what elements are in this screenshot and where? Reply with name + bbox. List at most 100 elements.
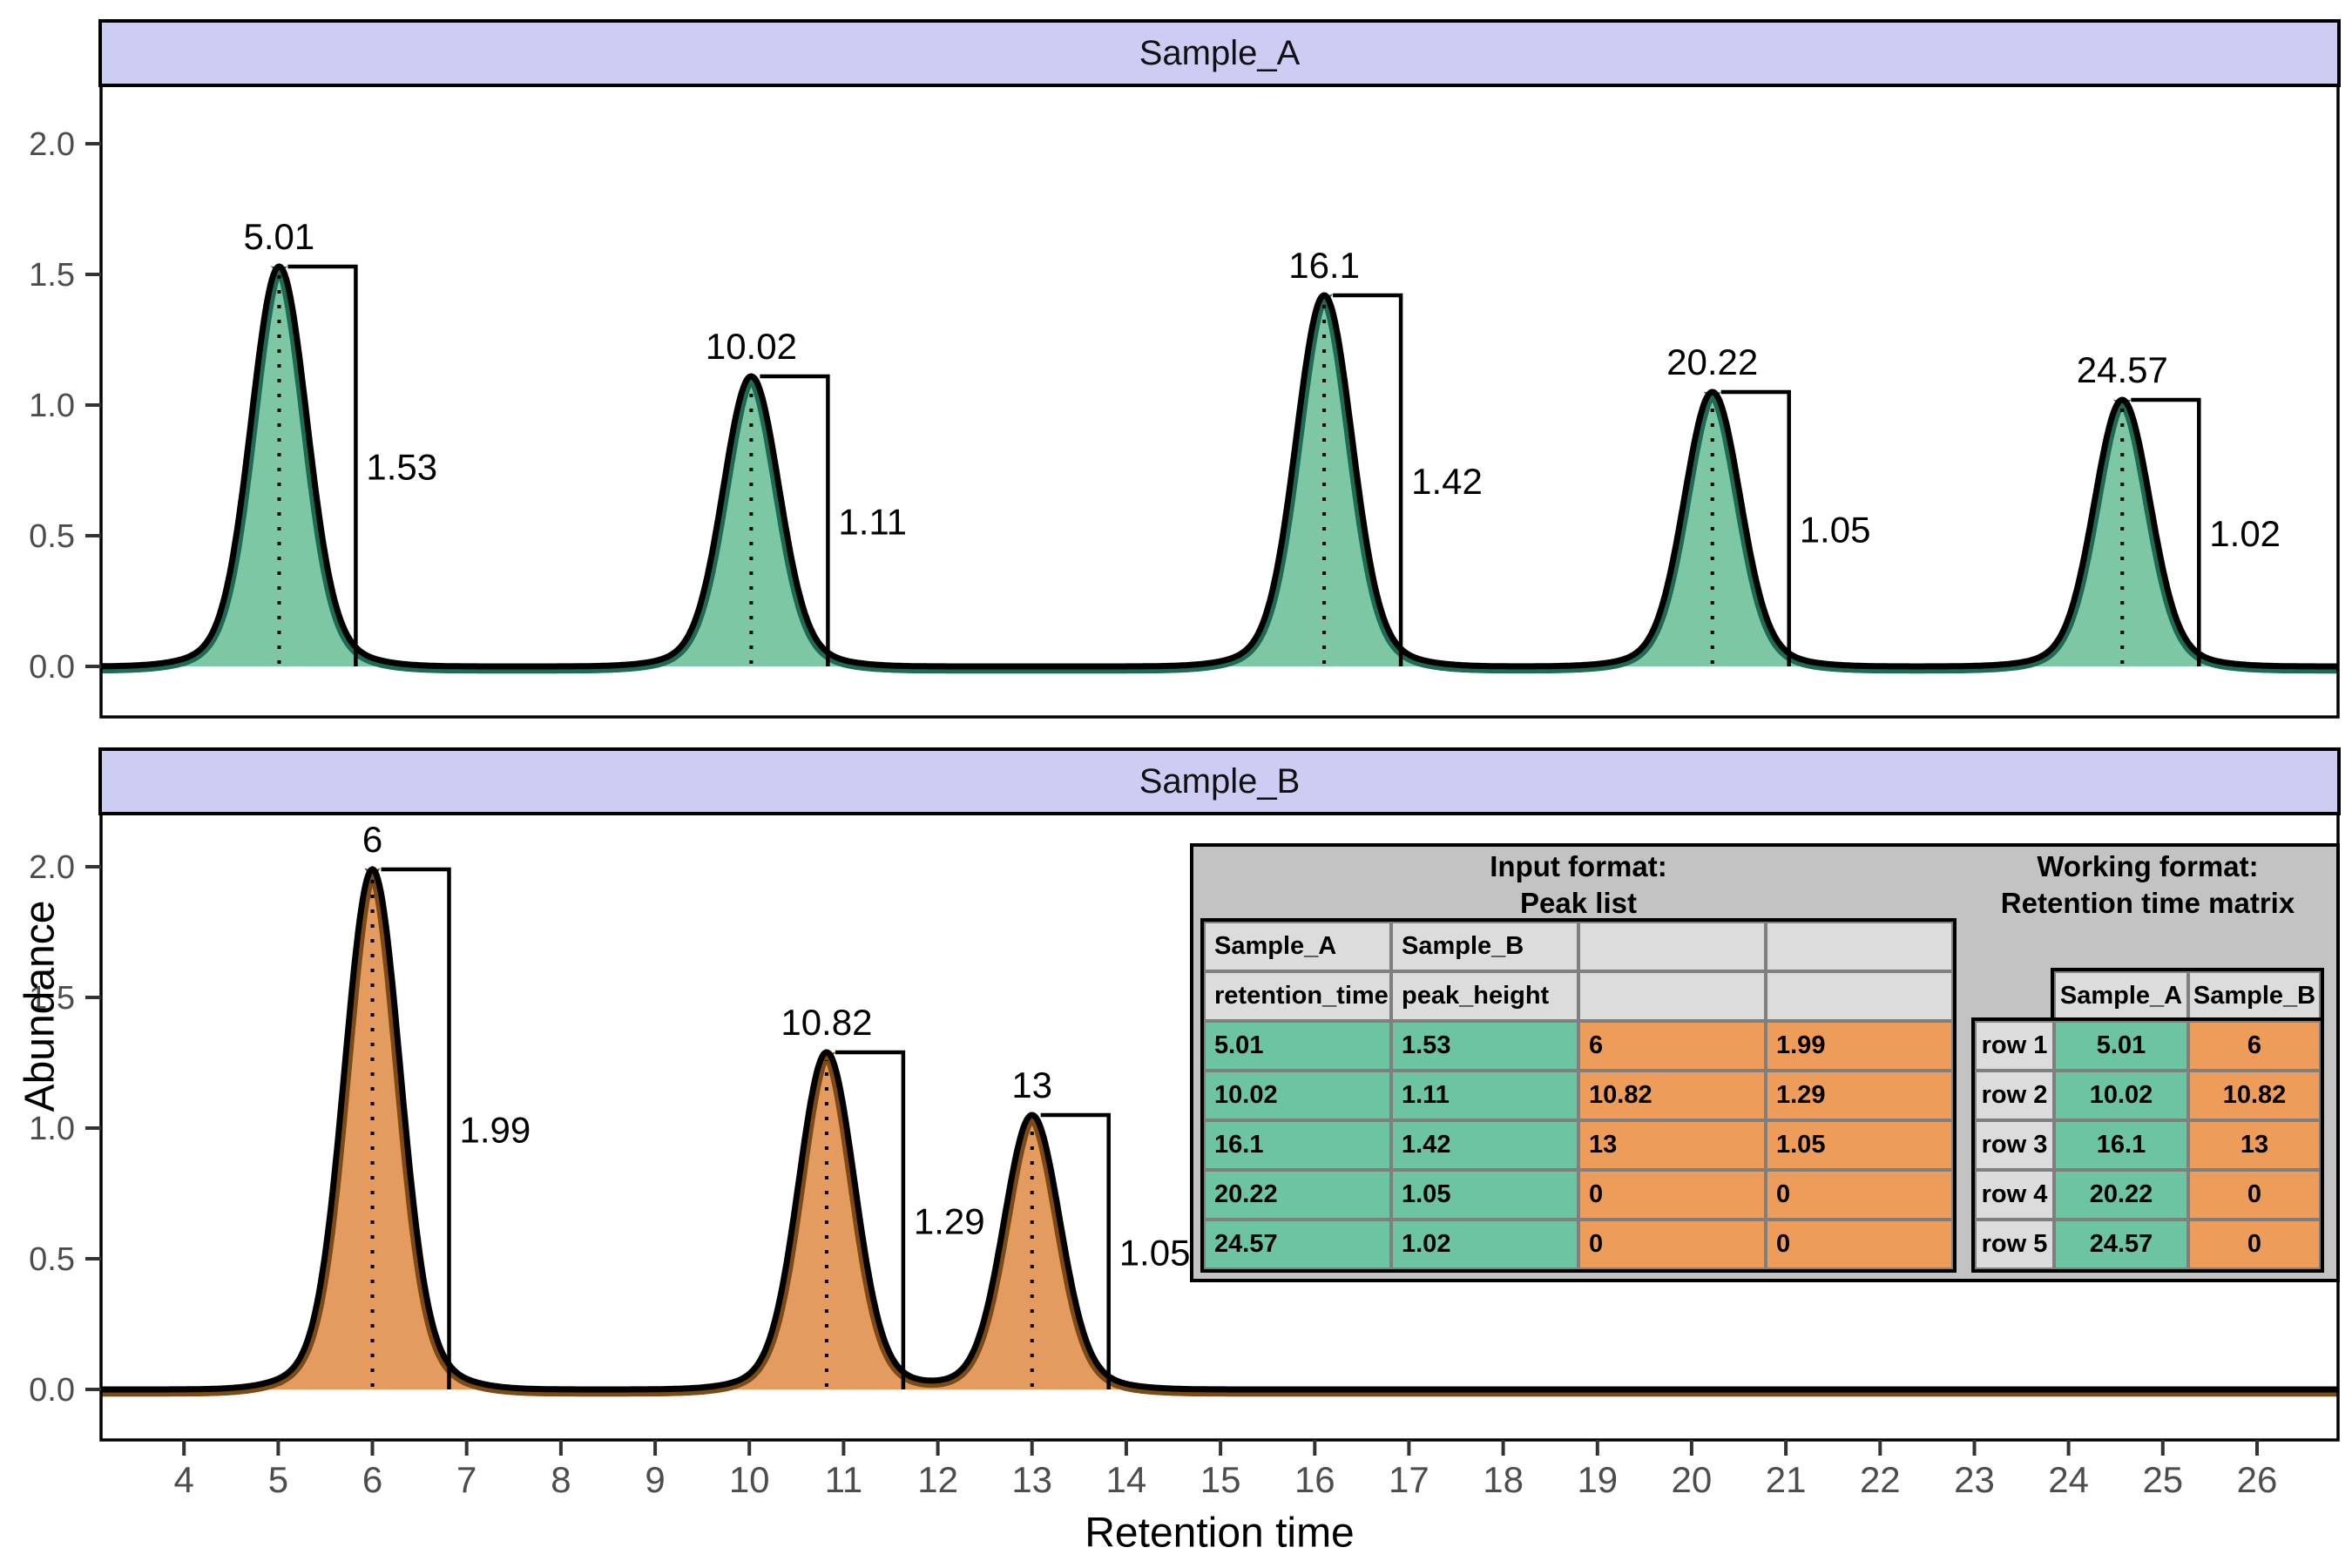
peak-area <box>101 267 2337 666</box>
retention-matrix-data-cell: 0 <box>2188 1170 2321 1220</box>
peak-height-bracket <box>1040 1112 1111 1389</box>
peak-rt-label: 6 <box>362 819 382 860</box>
peak-rt-label: 16.1 <box>1288 245 1360 286</box>
panel-background <box>101 85 2338 717</box>
peak-list-data-cell: 6 <box>1578 1021 1766 1071</box>
x-tick-label: 4 <box>174 1459 194 1500</box>
retention-matrix-data-cell: 24.57 <box>2054 1220 2188 1269</box>
peak-list-header-cell: retention_time <box>1204 971 1391 1021</box>
peak-list-data-cell: 1.99 <box>1766 1021 1953 1071</box>
y-tick-label: 2.0 <box>29 849 75 886</box>
peak-list-data-cell: 20.22 <box>1204 1170 1391 1220</box>
x-tick-label: 16 <box>1294 1459 1335 1500</box>
x-tick-label: 6 <box>362 1459 382 1500</box>
peak-height-bracket <box>1720 389 1791 666</box>
retention-matrix-data-cell: 13 <box>2188 1120 2321 1170</box>
x-tick-label: 7 <box>456 1459 476 1500</box>
peak-list-data-cell: 16.1 <box>1204 1120 1391 1170</box>
peak-list-data-cell: 0 <box>1766 1220 1953 1269</box>
peak-height-bracket <box>2131 397 2201 666</box>
x-tick-label: 19 <box>1577 1459 1618 1500</box>
facet-strip-label: Sample_B <box>1139 761 1301 801</box>
peak-list-data-cell: 1.05 <box>1391 1170 1578 1220</box>
peak-list-data-cell: 1.53 <box>1391 1021 1578 1071</box>
peak-height-label: 1.02 <box>2209 513 2281 554</box>
y-axis-title: Abundance <box>17 900 64 1112</box>
x-tick-label: 23 <box>1954 1459 1995 1500</box>
peak-list-data-cell: 13 <box>1578 1120 1766 1170</box>
peak-list-title: Input format: Peak list <box>1200 848 1957 922</box>
retention-matrix-row-label: row 3 <box>1975 1120 2054 1170</box>
retention-matrix-data-cell: 20.22 <box>2054 1170 2188 1220</box>
peak-inner-edge <box>101 868 2337 1397</box>
chromatogram-trace <box>101 866 2337 1393</box>
retention-matrix-data-cell: 10.82 <box>2188 1071 2321 1120</box>
retention-matrix-header-cell: Sample_B <box>2188 971 2321 1021</box>
x-tick-label: 5 <box>268 1459 288 1500</box>
peak-list-data-cell: 10.82 <box>1578 1071 1766 1120</box>
y-tick-label: 0.0 <box>29 1372 75 1409</box>
x-tick-label: 12 <box>917 1459 958 1500</box>
y-tick-label: 0.0 <box>29 649 75 686</box>
retention-matrix-title-line1: Working format: <box>2037 850 2259 882</box>
facet-strip-sample-b: Sample_B <box>98 747 2341 815</box>
retention-matrix-row-label: row 5 <box>1975 1220 2054 1269</box>
retention-matrix-data-cell: 10.02 <box>2054 1071 2188 1120</box>
y-tick-label: 1.5 <box>29 257 75 294</box>
peak-list-data-cell: 1.42 <box>1391 1120 1578 1170</box>
x-tick-label: 20 <box>1672 1459 1713 1500</box>
peak-height-label: 1.05 <box>1800 510 1871 551</box>
peak-list-data-cell: 0 <box>1578 1220 1766 1269</box>
peak-list-data-cell: 1.02 <box>1391 1220 1578 1269</box>
peak-list-data-cell: 24.57 <box>1204 1220 1391 1269</box>
x-tick-label: 8 <box>551 1459 571 1500</box>
peak-list-data-cell: 1.29 <box>1766 1071 1953 1120</box>
x-tick-label: 15 <box>1200 1459 1241 1500</box>
x-tick-label: 14 <box>1106 1459 1147 1500</box>
peak-list-data-cell: 5.01 <box>1204 1021 1391 1071</box>
y-tick-label: 2.0 <box>29 126 75 163</box>
x-tick-label: 22 <box>1860 1459 1901 1500</box>
x-tick-label: 17 <box>1389 1459 1429 1500</box>
x-tick-label: 10 <box>729 1459 770 1500</box>
y-tick-label: 1.0 <box>29 388 75 424</box>
peak-list-table: Sample_A Sample_B retention_time peak_heigh… <box>1200 918 1957 1273</box>
retention-matrix-body: row 1 5.01 6 row 2 10.02 10.82 row 3 16.1 13 row … <box>1971 1017 2324 1273</box>
peak-height-bracket <box>835 1050 906 1389</box>
chromatogram-trace <box>101 263 2337 670</box>
y-tick-label: 0.5 <box>29 518 75 555</box>
retention-matrix-data-cell: 0 <box>2188 1220 2321 1269</box>
peak-list-data-cell: 0 <box>1766 1170 1953 1220</box>
retention-matrix-row-label: row 2 <box>1975 1071 2054 1120</box>
x-axis-title: Retention time <box>1085 1510 1355 1557</box>
peak-list-header-cell <box>1578 922 1766 971</box>
peak-height-label: 1.53 <box>366 447 437 488</box>
retention-matrix-header-cell: Sample_A <box>2054 971 2188 1021</box>
peak-height-label: 1.05 <box>1119 1233 1191 1274</box>
retention-matrix-header: Sample_A Sample_B <box>2051 968 2324 1024</box>
peak-list-title-line1: Input format: <box>1490 850 1667 882</box>
retention-matrix-title: Working format: Retention time matrix <box>1971 848 2324 922</box>
retention-matrix-row-label: row 1 <box>1975 1021 2054 1071</box>
retention-matrix-data-cell: 5.01 <box>2054 1021 2188 1071</box>
peak-height-label: 1.29 <box>914 1201 985 1242</box>
peak-height-label: 1.42 <box>1411 461 1483 502</box>
peak-list-data-cell: 1.05 <box>1766 1120 1953 1170</box>
peak-height-label: 1.99 <box>460 1110 531 1151</box>
peak-list-data-cell: 1.11 <box>1391 1071 1578 1120</box>
x-tick-label: 18 <box>1483 1459 1524 1500</box>
peak-area <box>101 869 2337 1389</box>
peak-list-header-cell: peak_height <box>1391 971 1578 1021</box>
peak-rt-label: 13 <box>1011 1064 1052 1105</box>
peak-rt-label: 20.22 <box>1666 341 1758 382</box>
y-tick-label: 1.5 <box>29 980 75 1017</box>
peak-rt-label: 10.02 <box>706 326 797 367</box>
peak-height-bracket <box>381 867 451 1389</box>
peak-inner-edge <box>101 266 2337 674</box>
peak-list-data-cell: 0 <box>1578 1170 1766 1220</box>
retention-matrix-title-line2: Retention time matrix <box>2000 887 2295 919</box>
peak-list-header-cell <box>1578 971 1766 1021</box>
peak-rt-label: 10.82 <box>781 1002 872 1043</box>
x-tick-label: 11 <box>825 1459 863 1500</box>
